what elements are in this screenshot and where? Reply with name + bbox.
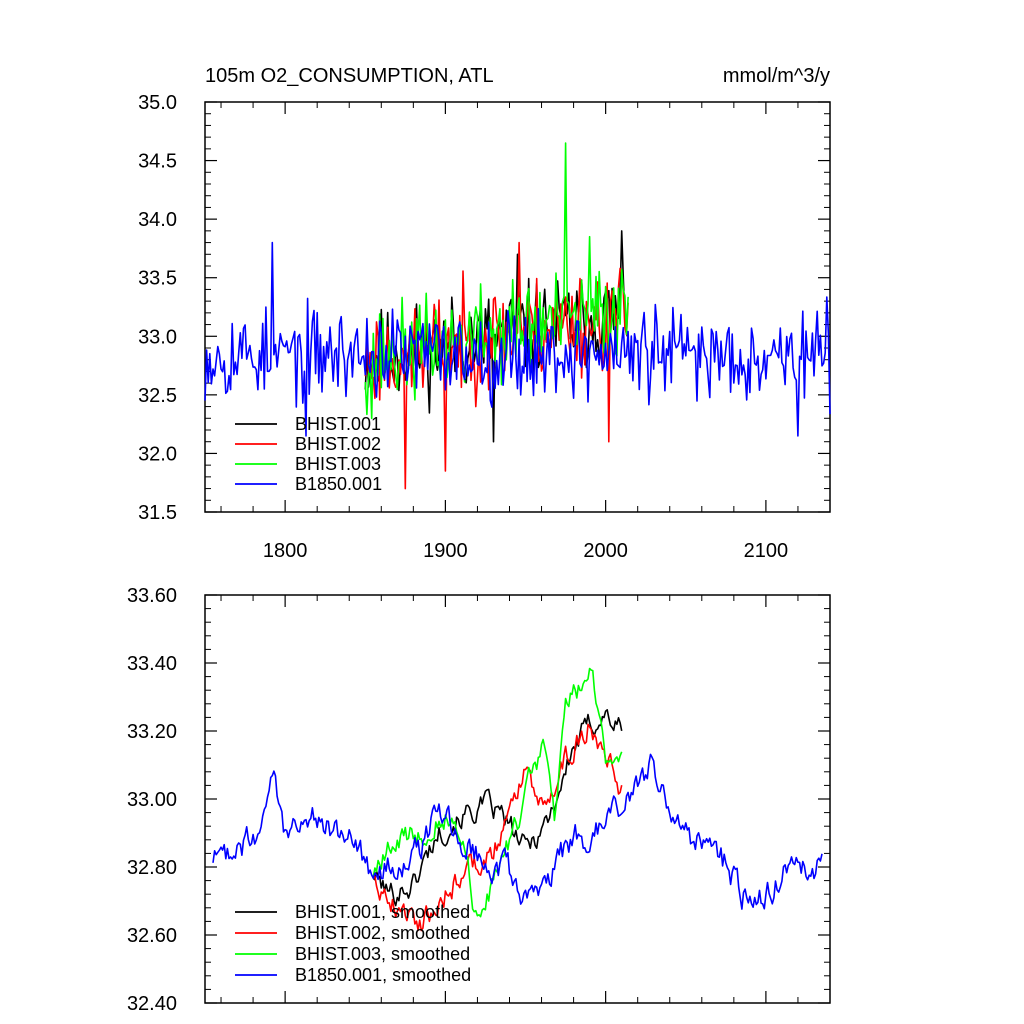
series-line-b1850-001 <box>204 241 831 437</box>
legend-label: BHIST.002 <box>295 434 381 454</box>
series-line-bhist-001-smoothed <box>372 709 623 907</box>
chart-title: 105m O2_CONSUMPTION, ATL <box>205 65 494 87</box>
bottom-panel: 32.40 32.60 32.80 33.00 33.20 33.40 33.60 BHIS… <box>127 585 831 1015</box>
bottom-series-group <box>212 667 823 932</box>
y-tick-label: 32.80 <box>127 857 177 879</box>
y-tick-label: 33.00 <box>127 789 177 811</box>
top-axes: 31.5 32.0 32.5 33.0 33.5 34.0 34.5 35.0 1800 1900… <box>138 92 831 562</box>
legend-label: B1850.001, smoothed <box>295 965 471 985</box>
y-tick-label: 33.5 <box>138 268 177 290</box>
top-series-group <box>204 142 831 490</box>
series-line-b1850-001-smoothed <box>212 753 823 910</box>
y-tick-label: 33.40 <box>127 653 177 675</box>
y-tick-label: 32.5 <box>138 385 177 407</box>
legend-label: B1850.001 <box>295 474 382 494</box>
y-tick-label: 32.0 <box>138 443 177 465</box>
legend-label: BHIST.001 <box>295 414 381 434</box>
legend-label: BHIST.002, smoothed <box>295 923 470 943</box>
x-tick-label: 1900 <box>423 540 468 562</box>
y-tick-label: 31.5 <box>138 502 177 524</box>
series-line-bhist-003-smoothed <box>372 667 623 918</box>
bottom-axes: 32.40 32.60 32.80 33.00 33.20 33.40 33.60 <box>127 585 831 1015</box>
y-tick-label: 33.20 <box>127 721 177 743</box>
x-tick-label: 2000 <box>583 540 628 562</box>
legend-label: BHIST.001, smoothed <box>295 902 470 922</box>
plot-frame <box>204 101 831 513</box>
top-panel: 105m O2_CONSUMPTION, ATL mmol/m^3/y 31.5… <box>138 65 831 562</box>
y-tick-label: 34.0 <box>138 209 177 231</box>
series-line-bhist-002-smoothed <box>372 723 623 932</box>
y-tick-label: 33.0 <box>138 326 177 348</box>
y-tick-label: 32.40 <box>127 993 177 1015</box>
x-tick-label: 1800 <box>263 540 308 562</box>
y-tick-label: 34.5 <box>138 151 177 173</box>
y-tick-label: 33.60 <box>127 585 177 607</box>
y-tick-label: 32.60 <box>127 925 177 947</box>
legend-label: BHIST.003 <box>295 454 381 474</box>
legend-label: BHIST.003, smoothed <box>295 944 470 964</box>
x-tick-label: 2100 <box>744 540 789 562</box>
y-tick-label: 35.0 <box>138 92 177 114</box>
units-label: mmol/m^3/y <box>723 65 830 87</box>
